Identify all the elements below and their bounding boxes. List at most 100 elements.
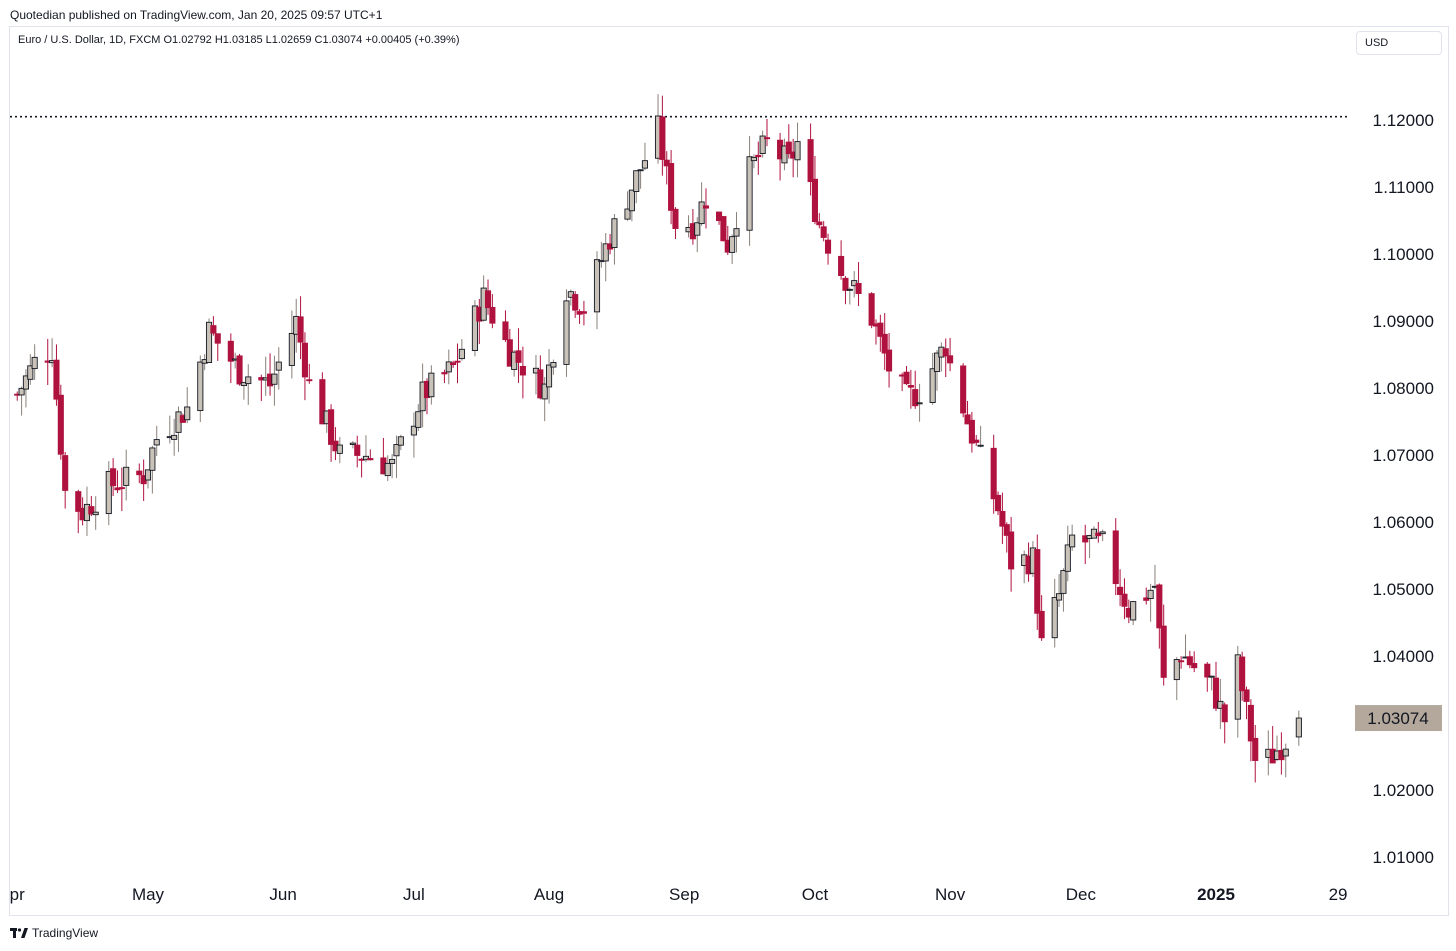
candle-body: [197, 361, 204, 412]
candle-body: [990, 447, 997, 500]
x-tick-label: Nov: [935, 885, 966, 904]
y-tick-label: 1.11000: [1374, 178, 1434, 197]
candle-body: [1064, 544, 1071, 572]
candle: [57, 384, 64, 460]
candle: [1130, 600, 1137, 625]
candle-body: [1191, 663, 1198, 669]
candle: [641, 142, 648, 171]
candle: [1247, 699, 1254, 762]
candle: [105, 461, 112, 526]
candle-body: [541, 383, 548, 400]
candle: [933, 349, 941, 391]
candle: [1121, 578, 1128, 620]
candle-body: [393, 444, 400, 457]
candle-body: [842, 277, 849, 291]
y-tick-label: 1.10000: [1373, 245, 1434, 264]
candle: [668, 150, 675, 225]
candle-body: [1056, 593, 1063, 601]
candle-body: [210, 325, 217, 334]
candle: [964, 400, 971, 425]
candle: [53, 344, 60, 406]
candle-body: [942, 348, 949, 357]
candle-body: [611, 218, 618, 248]
currency-button[interactable]: USD: [1356, 31, 1442, 55]
candle: [942, 338, 949, 378]
candle-body: [1208, 675, 1215, 678]
candle: [484, 279, 492, 315]
candle-body: [1038, 610, 1045, 639]
candle: [973, 435, 980, 446]
candle-body: [271, 373, 278, 385]
candle: [393, 435, 400, 478]
candle-body: [18, 387, 25, 396]
candle-body: [994, 494, 1002, 512]
candle-body: [214, 333, 221, 344]
candle: [349, 441, 356, 449]
last-price-tag-bg: [1355, 705, 1442, 732]
candle: [1056, 574, 1063, 607]
candle: [1003, 522, 1010, 553]
candle: [27, 354, 34, 385]
candle-body: [57, 394, 64, 455]
x-tick-label: 2025: [1197, 885, 1235, 904]
candle-body: [1112, 530, 1119, 585]
candle-body: [1173, 659, 1180, 681]
candle: [458, 338, 465, 361]
candle-body: [328, 409, 335, 445]
candle-body: [362, 455, 370, 461]
candle-body: [1069, 534, 1076, 548]
candle: [611, 214, 618, 265]
candle: [450, 360, 457, 368]
candle-body: [306, 379, 313, 382]
candle-body: [454, 360, 461, 363]
candle: [22, 369, 29, 408]
candle-body: [410, 425, 417, 436]
candle-body: [384, 462, 391, 477]
x-tick-label: Aug: [534, 885, 564, 904]
candle-body: [794, 141, 801, 161]
candle-body: [960, 365, 967, 414]
candle-body: [545, 364, 553, 388]
candle: [75, 489, 82, 534]
candle: [916, 383, 923, 422]
candle-body: [1099, 531, 1106, 535]
candle-body: [637, 169, 644, 172]
candle: [1038, 595, 1045, 641]
candle: [698, 182, 705, 226]
candle-body: [977, 444, 984, 447]
candle-body: [319, 379, 326, 425]
candle: [1008, 517, 1015, 592]
tradingview-logo[interactable]: TradingView: [10, 926, 98, 940]
candle: [1090, 526, 1097, 539]
candle-body: [729, 236, 736, 253]
candle-body: [275, 361, 282, 371]
candle: [1112, 518, 1119, 596]
candle-body: [367, 458, 374, 461]
candle-body: [489, 306, 496, 324]
candle: [907, 369, 914, 409]
candle-body: [999, 510, 1006, 527]
candle: [236, 353, 243, 386]
candle-body: [702, 205, 710, 209]
candle: [397, 434, 404, 451]
candle-body: [593, 259, 601, 313]
y-tick-label: 1.05000: [1373, 580, 1434, 599]
candle-body: [1204, 663, 1211, 678]
candle-body: [1186, 656, 1193, 666]
candle-body: [1117, 586, 1124, 595]
candle: [1095, 522, 1102, 543]
candle: [306, 363, 313, 384]
candle-body: [458, 348, 465, 360]
candle-body: [297, 316, 304, 343]
candle-body: [301, 342, 308, 378]
candle: [855, 262, 862, 307]
candle: [240, 381, 247, 400]
candle-body: [171, 434, 178, 440]
candle-body: [205, 321, 213, 363]
candle: [746, 135, 753, 246]
candle: [816, 213, 823, 229]
candle: [1060, 568, 1067, 612]
candle-body: [515, 350, 522, 363]
candle-body: [62, 455, 69, 491]
